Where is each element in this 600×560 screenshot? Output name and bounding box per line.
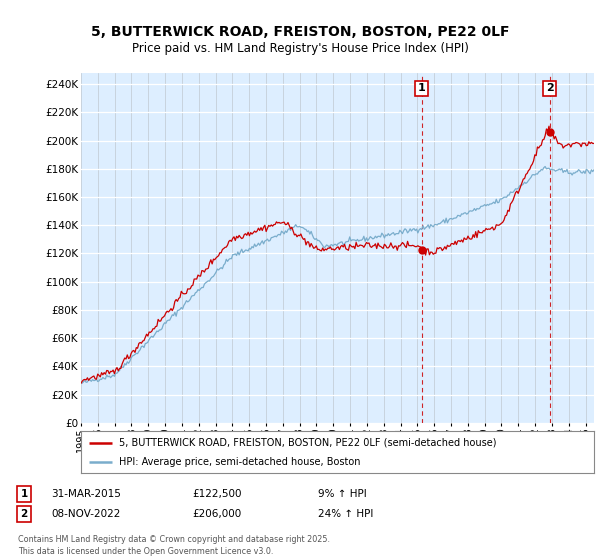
Text: 31-MAR-2015: 31-MAR-2015 [51,489,121,499]
Text: Contains HM Land Registry data © Crown copyright and database right 2025.
This d: Contains HM Land Registry data © Crown c… [18,535,330,556]
Text: £206,000: £206,000 [192,509,241,519]
Text: 5, BUTTERWICK ROAD, FREISTON, BOSTON, PE22 0LF: 5, BUTTERWICK ROAD, FREISTON, BOSTON, PE… [91,25,509,39]
Text: £122,500: £122,500 [192,489,241,499]
Text: 2: 2 [20,509,28,519]
Text: 1: 1 [418,83,425,94]
Text: 1: 1 [20,489,28,499]
Text: 5, BUTTERWICK ROAD, FREISTON, BOSTON, PE22 0LF (semi-detached house): 5, BUTTERWICK ROAD, FREISTON, BOSTON, PE… [119,437,497,447]
Text: 2: 2 [546,83,553,94]
Text: HPI: Average price, semi-detached house, Boston: HPI: Average price, semi-detached house,… [119,457,361,467]
Text: 08-NOV-2022: 08-NOV-2022 [51,509,121,519]
Text: 9% ↑ HPI: 9% ↑ HPI [318,489,367,499]
Text: Price paid vs. HM Land Registry's House Price Index (HPI): Price paid vs. HM Land Registry's House … [131,42,469,55]
Text: 24% ↑ HPI: 24% ↑ HPI [318,509,373,519]
